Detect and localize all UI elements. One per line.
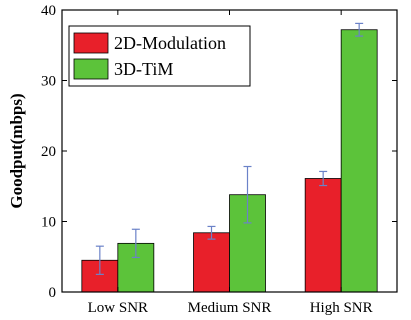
bar-3d-tim: [340, 29, 378, 293]
error-bar: [131, 228, 140, 259]
bar-2d-modulation: [304, 178, 342, 293]
category-label: Medium SNR: [188, 300, 272, 316]
y-tick-label: 20: [41, 144, 56, 160]
legend-swatch: [73, 58, 109, 80]
y-tick-label: 0: [49, 285, 57, 301]
error-bar: [243, 165, 252, 224]
category-label: Low SNR: [88, 300, 148, 316]
y-axis-label: Goodput(mbps): [7, 93, 26, 208]
error-bar: [355, 22, 364, 37]
y-tick-label: 30: [41, 74, 56, 90]
y-tick-label: 10: [41, 215, 56, 231]
category-label: High SNR: [310, 300, 373, 316]
y-tick-label: 40: [41, 3, 56, 19]
error-bar: [95, 245, 104, 275]
legend-swatch: [73, 32, 109, 54]
error-bar: [207, 225, 216, 240]
legend-label: 3D-TiM: [114, 59, 173, 79]
legend: 2D-Modulation 3D-TiM: [68, 25, 251, 87]
bar-2d-modulation: [193, 232, 230, 293]
error-bar: [319, 170, 328, 187]
legend-label: 2D-Modulation: [114, 33, 226, 53]
